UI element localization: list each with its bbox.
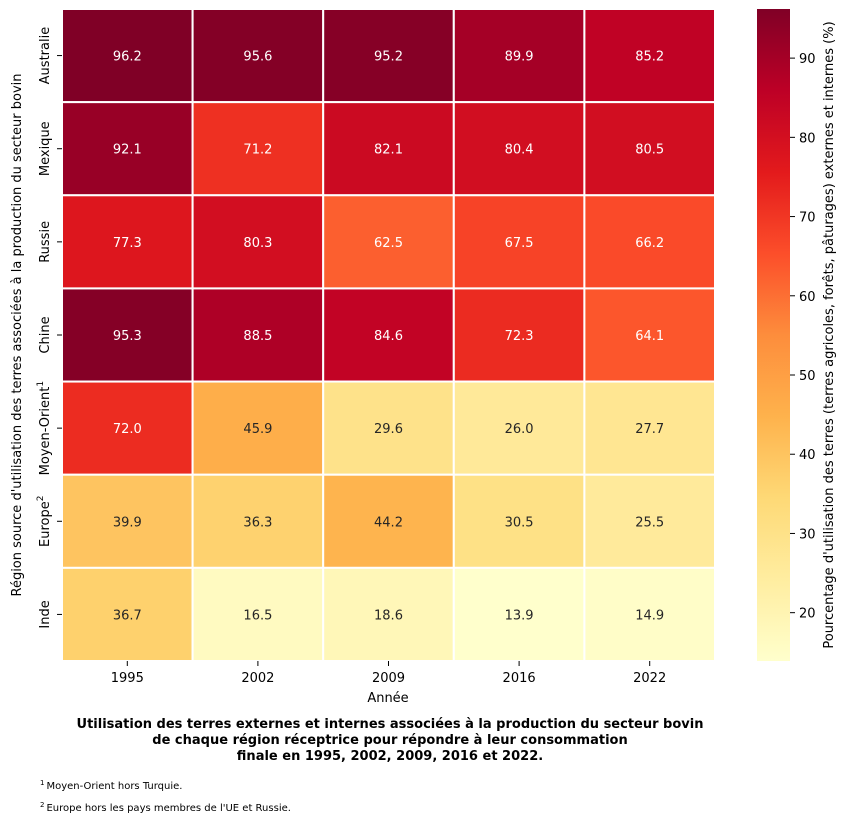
cell-value-label: 82.1	[374, 143, 403, 158]
y-tick-label: Russie	[38, 221, 53, 263]
cell-value-label: 95.2	[374, 50, 403, 65]
cell-value-label: 67.5	[505, 236, 534, 251]
cell-value-label: 29.6	[374, 422, 403, 437]
cell-value-label: 39.9	[113, 515, 142, 530]
caption-line: de chaque région réceptrice pour répondr…	[152, 733, 628, 748]
y-tick-label: Moyen-Orient1	[36, 381, 53, 475]
footnote-text: Moyen-Orient hors Turquie.	[46, 781, 183, 792]
footnote-text: Europe hors les pays membres de l'UE et …	[46, 803, 291, 814]
heatmap-cell	[322, 101, 455, 197]
footnote-marker: 1	[40, 779, 45, 787]
y-axis: Australie Mexique Russie Chine Moyen-Orient1…	[36, 27, 62, 629]
x-axis-label: Année	[367, 691, 408, 706]
heatmap-cell	[452, 194, 586, 290]
cell-value-label: 25.5	[635, 515, 664, 530]
cell-value-label: 96.2	[113, 50, 142, 65]
colorbar-tick-label: 40	[799, 448, 816, 463]
colorbar-tick-label: 60	[799, 290, 816, 305]
cell-value-label: 30.5	[505, 515, 534, 530]
heatmap-cell	[191, 473, 325, 569]
heatmap-cell	[322, 380, 455, 476]
cell-value-label: 14.9	[635, 608, 664, 623]
x-tick-label: 2002	[241, 671, 274, 686]
footnotes: 1 Moyen-Orient hors Turquie. 2 Europe hors…	[40, 774, 291, 818]
cell-value-label: 62.5	[374, 236, 403, 251]
cell-value-label: 27.7	[635, 422, 664, 437]
cell-value-label: 84.6	[374, 329, 403, 344]
cell-value-label: 72.3	[505, 329, 534, 344]
caption-line: finale en 1995, 2002, 2009, 2016 et 2022…	[236, 749, 544, 764]
cell-value-label: 77.3	[113, 236, 142, 251]
cell-value-label: 85.2	[635, 50, 664, 65]
y-axis-label: Région source d'utilisation des terres a…	[10, 73, 25, 596]
heatmap-cell	[191, 380, 325, 476]
y-tick-label: Mexique	[38, 121, 53, 176]
heatmap-cell	[583, 473, 717, 569]
cell-value-label: 95.6	[243, 50, 272, 65]
heatmap-cell	[322, 8, 455, 104]
colorbar-tick-label: 50	[799, 369, 816, 384]
x-tick-label: 2009	[372, 671, 405, 686]
x-tick-label: 1995	[111, 671, 144, 686]
cell-value-label: 89.9	[505, 50, 534, 65]
heatmap-cell	[322, 287, 455, 383]
footnote-marker: 2	[40, 801, 45, 809]
cell-value-label: 44.2	[374, 515, 403, 530]
cell-value-label: 18.6	[374, 608, 403, 623]
heatmap-cell	[452, 473, 586, 569]
colorbar-tick-label: 90	[799, 52, 816, 67]
heatmap-cell	[583, 380, 717, 476]
cell-value-label: 80.5	[635, 143, 664, 158]
colorbar-ticks: 20 30 40 50 60 70 80 90	[790, 52, 816, 622]
footnote: 2 Europe hors les pays membres de l'UE et…	[40, 796, 291, 818]
y-tick-label: Inde	[38, 600, 53, 628]
heatmap-cell	[452, 287, 586, 383]
cell-value-label: 80.4	[505, 143, 534, 158]
heatmap-cell	[583, 287, 717, 383]
colorbar-label: Pourcentage d'utilisation des terres (te…	[822, 21, 837, 648]
caption-line: Utilisation des terres externes et inter…	[76, 717, 704, 732]
cell-value-label: 80.3	[243, 236, 272, 251]
cell-value-label: 95.3	[113, 329, 142, 344]
cell-value-label: 92.1	[113, 143, 142, 158]
cell-value-label: 26.0	[505, 422, 534, 437]
y-tick-label: Europe2	[36, 496, 53, 547]
colorbar-tick-label: 70	[799, 211, 816, 226]
y-tick-label: Chine	[38, 316, 53, 353]
heatmap-cell	[61, 566, 194, 662]
heatmap-cell	[61, 380, 194, 476]
heatmap-cells: 96.2 95.6 95.2 89.9 85.2 92.1 71.2 82.1 80.4 80.5…	[61, 8, 717, 662]
x-tick-label: 2022	[633, 671, 666, 686]
colorbar-tick-label: 80	[799, 131, 816, 146]
colorbar-tick-label: 30	[799, 527, 816, 542]
cell-value-label: 88.5	[243, 329, 272, 344]
heatmap-cell	[191, 287, 325, 383]
y-tick-label: Australie	[38, 27, 53, 85]
cell-value-label: 16.5	[243, 608, 272, 623]
y-tick-superscript: 2	[36, 496, 46, 502]
x-tick-label: 2016	[503, 671, 536, 686]
heatmap-cell	[61, 8, 194, 104]
cell-value-label: 72.0	[113, 422, 142, 437]
footnote: 1 Moyen-Orient hors Turquie.	[40, 774, 291, 796]
heatmap-cell	[191, 8, 325, 104]
x-axis: 1995 2002 2009 2016 2022	[111, 661, 666, 686]
cell-value-label: 66.2	[635, 236, 664, 251]
cell-value-label: 13.9	[505, 608, 534, 623]
cell-value-label: 36.7	[113, 608, 142, 623]
heatmap-cell	[583, 101, 717, 197]
cell-value-label: 36.3	[243, 515, 272, 530]
cell-value-label: 64.1	[635, 329, 664, 344]
colorbar-tick-label: 20	[799, 607, 816, 622]
heatmap-cell	[191, 194, 325, 290]
cell-value-label: 45.9	[243, 422, 272, 437]
figure-caption: Utilisation des terres externes et inter…	[20, 717, 760, 765]
heatmap-cell	[322, 473, 455, 569]
colorbar	[757, 9, 790, 661]
cell-value-label: 71.2	[243, 143, 272, 158]
y-tick-superscript: 1	[36, 381, 46, 387]
